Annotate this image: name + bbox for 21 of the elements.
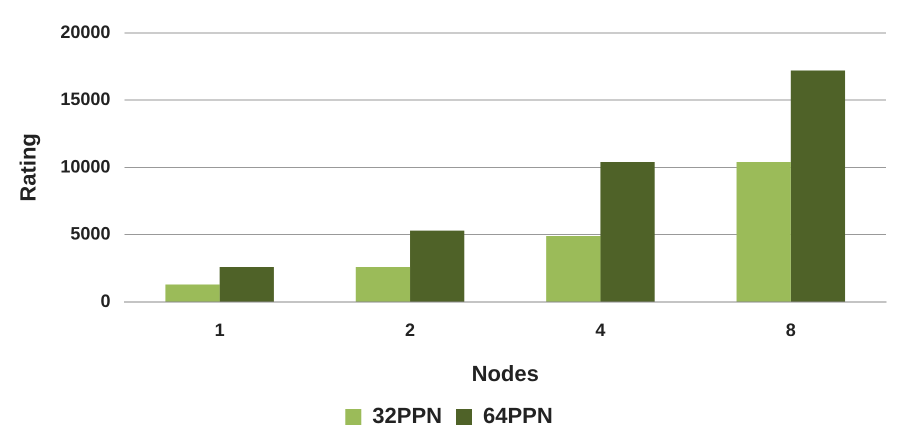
legend-label: 32PPN bbox=[372, 403, 442, 428]
bar bbox=[220, 267, 274, 302]
legend-label: 64PPN bbox=[483, 403, 553, 428]
bar bbox=[546, 236, 600, 302]
bar bbox=[600, 162, 655, 302]
bar bbox=[410, 230, 464, 302]
y-tick-label: 0 bbox=[100, 290, 110, 311]
bar bbox=[736, 162, 791, 302]
bar bbox=[165, 284, 220, 302]
x-tick-label: 4 bbox=[595, 320, 606, 340]
bar bbox=[790, 70, 846, 302]
y-tick-label: 15000 bbox=[60, 89, 110, 110]
y-tick-label: 5000 bbox=[70, 224, 110, 244]
x-axis-title: Nodes bbox=[472, 360, 539, 386]
x-tick-label: 2 bbox=[405, 320, 416, 340]
x-tick-label: 1 bbox=[214, 320, 225, 340]
x-tick-label: 8 bbox=[786, 320, 796, 340]
y-tick-label: 10000 bbox=[60, 156, 110, 176]
y-tick-label: 20000 bbox=[60, 22, 110, 42]
bar bbox=[356, 267, 410, 302]
y-axis-title: Rating bbox=[15, 133, 40, 202]
